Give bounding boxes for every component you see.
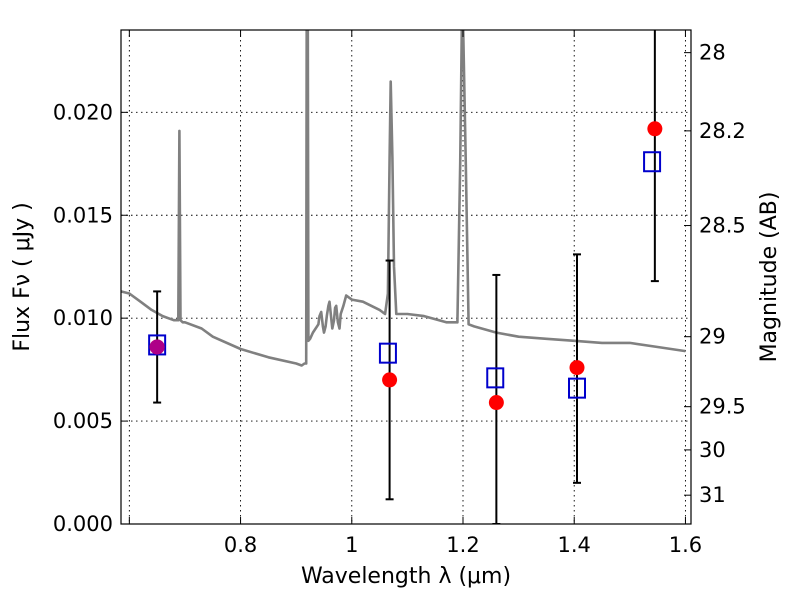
error-bars	[153, 30, 659, 524]
y-tick-label: 0.010	[53, 306, 113, 330]
observed-point-marker	[488, 395, 504, 411]
model-square-marker	[378, 342, 397, 364]
y-right-tick-label: 28	[699, 41, 726, 65]
observed-point-marker	[569, 360, 585, 376]
grid-lines	[121, 30, 691, 525]
observed-point-marker	[647, 121, 663, 137]
y-tick-label: 0.005	[53, 409, 113, 433]
y-right-tick-label: 28.2	[699, 119, 746, 143]
axis-ticks: 0.8 1 1.2 1.4 1.6 0.000 0.005 0.010 0.015 0.020 28…	[53, 30, 746, 557]
overlap-point-marker	[149, 339, 165, 355]
spectrum-line	[121, 30, 686, 367]
y-right-tick-label: 31	[699, 483, 726, 507]
x-tick-label: 0.8	[224, 533, 257, 557]
model-square-marker	[643, 151, 662, 173]
spectrum-layer	[121, 30, 686, 367]
y-axis-title: Flux Fν ( μJy )	[10, 202, 35, 351]
x-tick-label: 1.4	[558, 533, 591, 557]
y-tick-label: 0.015	[53, 203, 113, 227]
plot-frame	[120, 29, 692, 525]
x-tick-label: 1.6	[669, 533, 702, 557]
y-tick-label: 0.000	[53, 512, 113, 536]
y-right-tick-label: 30	[699, 438, 726, 462]
x-tick-label: 1	[345, 533, 358, 557]
observed-point-marker	[382, 372, 398, 388]
x-tick-label: 1.2	[446, 533, 479, 557]
x-axis-title: Wavelength λ (μm)	[301, 564, 511, 589]
model-square-marker	[568, 377, 586, 399]
y-right-tick-label: 29	[699, 325, 726, 349]
y-tick-label: 0.020	[53, 100, 113, 124]
y-right-tick-label: 28.5	[699, 214, 746, 238]
y-right-tick-label: 29.5	[699, 395, 746, 419]
model-square-marker	[486, 367, 505, 389]
y-axis-right-title: Magnitude (AB)	[757, 192, 782, 363]
markers	[148, 121, 663, 411]
